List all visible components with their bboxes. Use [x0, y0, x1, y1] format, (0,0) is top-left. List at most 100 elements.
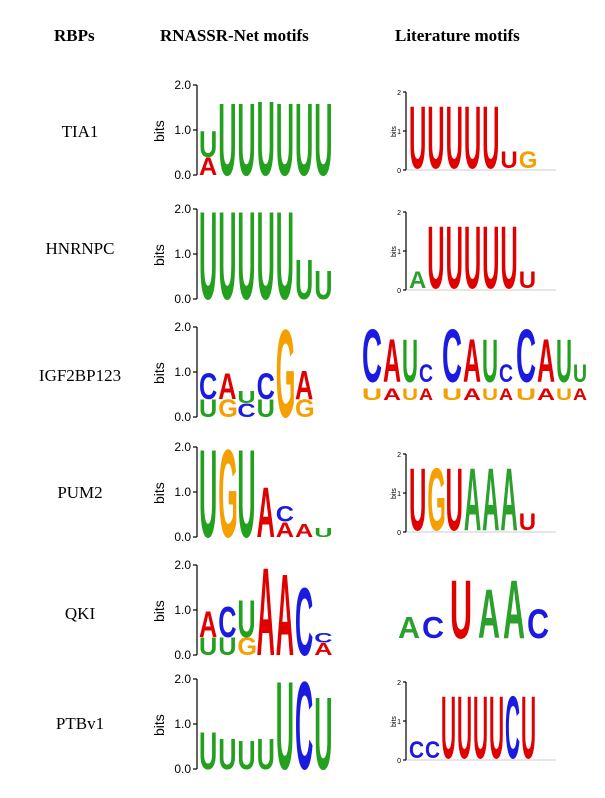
- logo-letter: U: [218, 730, 236, 779]
- axis-label-bits: bits: [151, 244, 167, 266]
- header-rnassr-motifs: RNASSR-Net motifs: [160, 26, 309, 45]
- literature-letter: A: [537, 327, 555, 395]
- logo-letter: G: [295, 395, 315, 423]
- axis-label-bits: bits: [151, 714, 167, 736]
- rbp-name-hnrnpc: HNRNPC: [45, 239, 115, 258]
- literature-letter: U: [500, 207, 517, 307]
- logo-letter: U: [237, 187, 255, 327]
- rnassr-logo-3: 0.0 1.0 2.0 bits: [151, 440, 198, 544]
- literature-letter: U: [464, 87, 481, 187]
- logo-letter: U: [276, 82, 294, 197]
- literature-letter: U: [516, 385, 536, 404]
- logo-letter: U: [314, 82, 332, 197]
- literature-letter: A: [503, 564, 525, 657]
- rbp-name-pum2: PUM2: [57, 483, 103, 502]
- literature-letter: A: [419, 385, 433, 403]
- logo-letter: U: [257, 80, 275, 198]
- logo-letter: U: [199, 395, 217, 423]
- literature-letter: U: [489, 678, 504, 777]
- literature-letter: U: [402, 386, 418, 405]
- logo-letter: C: [295, 569, 313, 677]
- literature-letter: C: [516, 314, 536, 398]
- literature-letter: U: [402, 326, 418, 395]
- axis-tick-label: 2: [397, 210, 401, 217]
- axis-label-bits: bits: [151, 362, 167, 384]
- logo-letter: A: [295, 520, 313, 541]
- axis-label-bits: bits: [391, 246, 398, 257]
- literature-letter: U: [519, 509, 536, 536]
- logo-letter: A: [295, 363, 313, 409]
- literature-letter: U: [427, 207, 444, 307]
- rbp-name-ptbv1: PTBv1: [55, 714, 105, 733]
- literature-letter: A: [573, 385, 587, 403]
- logo-letter: U: [257, 395, 275, 423]
- logo-letter: U: [237, 588, 255, 648]
- logo-letter: U: [218, 187, 236, 327]
- literature-logo-5: 0 1 2 bits: [391, 680, 556, 765]
- logo-letter: C: [237, 400, 255, 422]
- logo-letter: C: [276, 502, 294, 527]
- rnassr-logo-5: 0.0 1.0 2.0 bits: [151, 672, 198, 776]
- literature-letter: U: [482, 326, 498, 395]
- literature-letter: C: [505, 678, 520, 777]
- literature-letter: U: [556, 386, 572, 405]
- axis-label-bits: bits: [391, 716, 398, 727]
- logo-letter: A: [276, 550, 294, 680]
- axis-tick-label: 2: [397, 452, 401, 459]
- axis-tick-label: 1: [397, 491, 401, 498]
- logo-letter: U: [199, 720, 217, 780]
- literature-letter: C: [409, 737, 424, 764]
- literature-letter: U: [519, 267, 536, 294]
- literature-letter: U: [409, 449, 426, 549]
- logo-letter: U: [237, 425, 255, 565]
- logo-letter: U: [314, 263, 332, 309]
- literature-logo-0: 0 1 2 bits: [391, 90, 556, 175]
- logo-letter: U: [237, 733, 255, 779]
- header-rbps: RBPs: [54, 26, 95, 45]
- axis-label-bits: bits: [391, 126, 398, 137]
- logo-letter: A: [257, 473, 275, 553]
- axis-tick-label: 1.0: [174, 247, 191, 261]
- literature-letter: A: [383, 327, 401, 395]
- logo-letter: G: [237, 633, 257, 661]
- axis-label-bits: bits: [151, 482, 167, 504]
- axis-tick-label: 0.0: [174, 410, 191, 424]
- literature-letter: A: [463, 327, 481, 395]
- logo-letter: G: [276, 305, 296, 445]
- axis-label-bits: bits: [151, 120, 167, 142]
- literature-letter: A: [464, 449, 481, 549]
- literature-letter: A: [500, 449, 517, 549]
- axis-tick-label: 2: [397, 680, 401, 687]
- logo-letter: C: [295, 657, 313, 797]
- rbp-name-qki: QKI: [64, 604, 96, 623]
- literature-letter: U: [521, 678, 536, 777]
- axis-tick-label: 1.0: [174, 717, 191, 731]
- logo-letter: U: [276, 187, 294, 327]
- logo-letter: C: [218, 598, 236, 647]
- literature-letter: C: [527, 600, 549, 647]
- logo-letter: U: [237, 82, 255, 197]
- header-literature-motifs: Literature motifs: [395, 26, 520, 45]
- axis-tick-label: 1: [397, 129, 401, 136]
- literature-letter: A: [482, 449, 499, 549]
- literature-letter: U: [450, 564, 472, 657]
- literature-letter: U: [556, 326, 572, 395]
- axis-tick-label: 0.0: [174, 292, 191, 306]
- axis-tick-label: 0: [397, 530, 401, 537]
- literature-letter: A: [537, 385, 555, 404]
- logo-letter: U: [257, 187, 275, 327]
- axis-tick-label: 1.0: [174, 485, 191, 499]
- literature-letter: U: [409, 87, 426, 187]
- literature-letter: C: [362, 314, 382, 398]
- literature-letter: U: [441, 678, 456, 777]
- logo-letter: G: [218, 425, 238, 565]
- axis-tick-label: 1: [397, 249, 401, 256]
- literature-letter: U: [473, 678, 488, 777]
- logo-letter: C: [199, 365, 217, 407]
- literature-letter: C: [442, 314, 462, 398]
- axis-tick-label: 1.0: [174, 123, 191, 137]
- literature-letter: A: [499, 385, 513, 403]
- axis-tick-label: 2.0: [174, 558, 191, 572]
- logo-letter: A: [314, 639, 333, 659]
